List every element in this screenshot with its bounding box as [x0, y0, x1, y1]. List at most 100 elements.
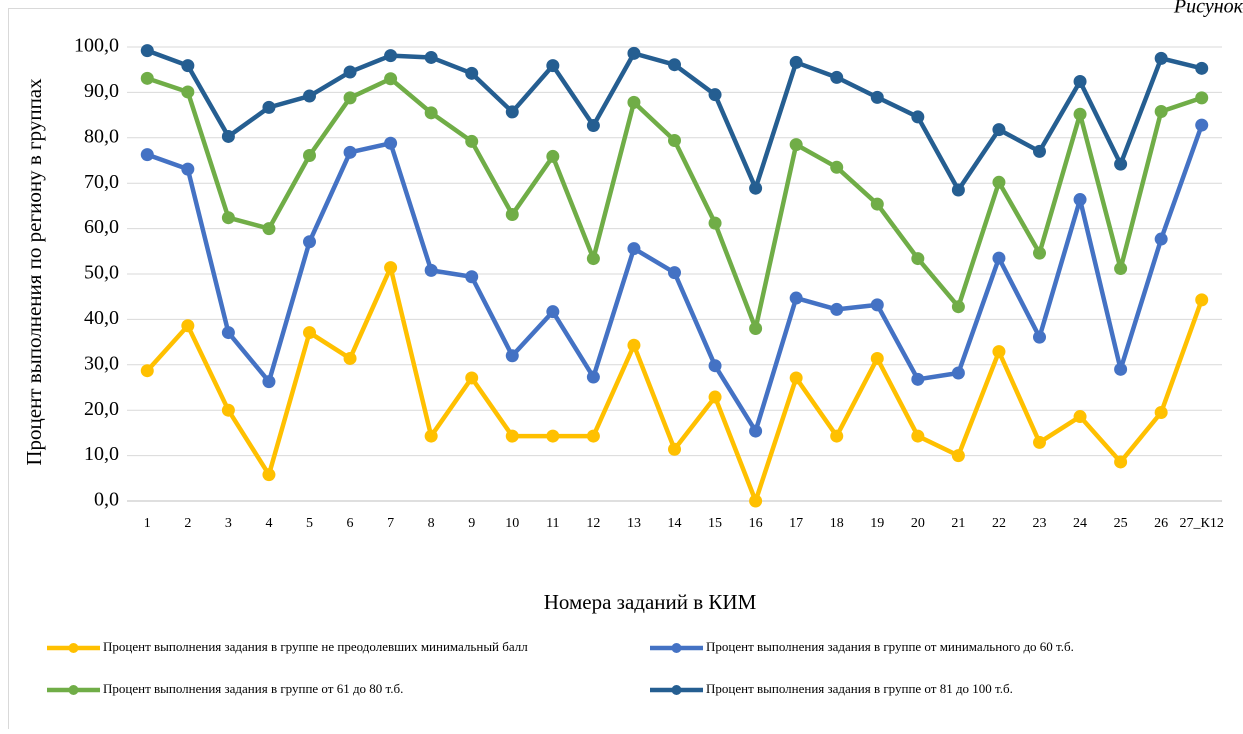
data-point [546, 150, 559, 163]
legend-label: Процент выполнения задания в группе не п… [103, 639, 528, 654]
x-tick-label: 21 [951, 516, 965, 531]
data-point [871, 198, 884, 211]
data-point [1195, 91, 1208, 104]
data-point [627, 242, 640, 255]
data-point [1195, 62, 1208, 75]
data-point [627, 47, 640, 60]
x-tick-label: 2 [184, 516, 191, 531]
legend-marker [672, 685, 682, 695]
data-point [465, 67, 478, 80]
data-point [830, 161, 843, 174]
data-point [1114, 363, 1127, 376]
x-tick-label: 27_К12 [1180, 516, 1224, 531]
x-tick-label: 12 [586, 516, 600, 531]
data-point [668, 134, 681, 147]
data-point [749, 322, 762, 335]
data-point [1195, 119, 1208, 132]
data-point [1114, 158, 1127, 171]
data-point [1074, 410, 1087, 423]
series-line [147, 51, 1201, 190]
data-point [1155, 233, 1168, 246]
y-tick-label: 30,0 [84, 352, 119, 374]
y-tick-label: 90,0 [84, 80, 119, 102]
data-point [709, 217, 722, 230]
x-tick-label: 1 [144, 516, 151, 531]
data-point [222, 326, 235, 339]
data-point [344, 352, 357, 365]
y-tick-label: 40,0 [84, 307, 119, 329]
y-tick-label: 0,0 [94, 489, 119, 511]
data-point [952, 300, 965, 313]
data-point [790, 56, 803, 69]
data-point [181, 163, 194, 176]
data-point [709, 391, 722, 404]
data-point [384, 137, 397, 150]
x-tick-label: 15 [708, 516, 722, 531]
data-point [992, 176, 1005, 189]
data-point [1033, 436, 1046, 449]
data-point [262, 222, 275, 235]
data-point [141, 364, 154, 377]
data-point [222, 211, 235, 224]
y-tick-label: 80,0 [84, 125, 119, 147]
x-tick-label: 18 [830, 516, 844, 531]
data-point [141, 44, 154, 57]
data-point [709, 88, 722, 101]
series-line [147, 268, 1201, 501]
x-tick-label: 10 [505, 516, 519, 531]
data-point [1074, 193, 1087, 206]
data-point [425, 264, 438, 277]
data-point [1114, 262, 1127, 275]
data-point [627, 339, 640, 352]
y-tick-label: 10,0 [84, 443, 119, 465]
data-point [344, 65, 357, 78]
x-tick-label: 19 [870, 516, 884, 531]
data-point [546, 305, 559, 318]
data-point [871, 91, 884, 104]
data-point [1114, 455, 1127, 468]
data-point [1155, 105, 1168, 118]
data-point [303, 235, 316, 248]
data-point [992, 345, 1005, 358]
data-point [1033, 247, 1046, 260]
legend-label: Процент выполнения задания в группе от 8… [706, 681, 1013, 696]
data-point [749, 425, 762, 438]
data-point [749, 182, 762, 195]
data-point [871, 298, 884, 311]
x-tick-label: 25 [1114, 516, 1128, 531]
x-tick-label: 23 [1033, 516, 1047, 531]
data-point [587, 430, 600, 443]
y-tick-label: 100,0 [74, 35, 119, 57]
x-tick-label: 5 [306, 516, 313, 531]
data-point [181, 85, 194, 98]
data-point [344, 146, 357, 159]
data-point [546, 430, 559, 443]
data-point [1155, 52, 1168, 65]
data-point [1155, 406, 1168, 419]
data-point [911, 110, 924, 123]
data-point [830, 303, 843, 316]
y-tick-label: 20,0 [84, 398, 119, 420]
data-point [303, 149, 316, 162]
data-point [587, 252, 600, 265]
data-point [303, 326, 316, 339]
data-point [222, 130, 235, 143]
series-line [147, 78, 1201, 328]
data-point [587, 119, 600, 132]
data-point [546, 59, 559, 72]
x-tick-label: 6 [347, 516, 354, 531]
data-point [425, 430, 438, 443]
data-point [911, 373, 924, 386]
data-point [952, 449, 965, 462]
x-axis-title: Номера заданий в КИМ [544, 590, 757, 614]
data-point [465, 270, 478, 283]
data-point [141, 148, 154, 161]
x-tick-label: 9 [468, 516, 475, 531]
data-point [992, 123, 1005, 136]
data-point [1195, 293, 1208, 306]
legend-marker [672, 643, 682, 653]
x-tick-label: 8 [428, 516, 435, 531]
data-point [465, 135, 478, 148]
data-point [181, 319, 194, 332]
